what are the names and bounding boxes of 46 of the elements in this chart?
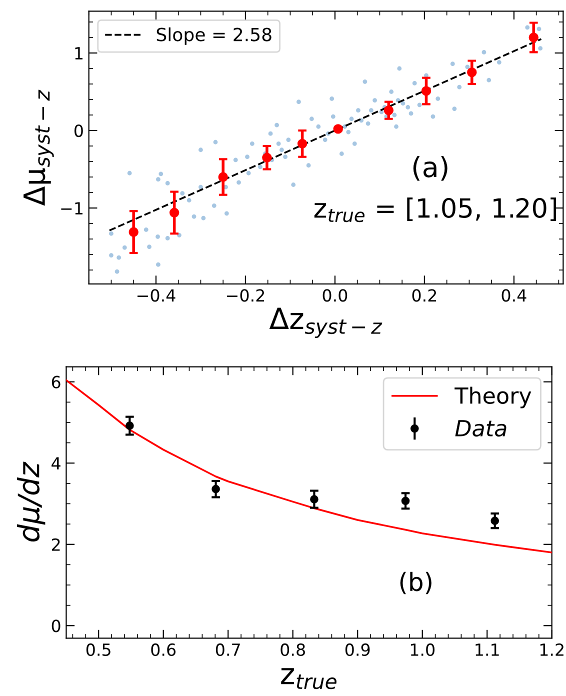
x-tick-label: 0.4	[502, 289, 526, 302]
point	[126, 422, 134, 430]
point	[297, 138, 308, 149]
legend-label: Slope = 2.58	[156, 27, 272, 45]
x-tick-label: 0.5	[86, 643, 110, 656]
point	[310, 495, 318, 504]
x-tick-label: −0.4	[138, 289, 176, 302]
point	[401, 496, 410, 506]
y-tick-label: 1	[75, 47, 82, 60]
x-tick-label: 0.8	[280, 643, 305, 656]
point	[528, 32, 538, 42]
y-tick-label: 6	[52, 376, 60, 388]
point	[490, 516, 500, 525]
x-tick-label: 0.2	[412, 289, 436, 302]
point	[212, 484, 220, 494]
point	[421, 86, 432, 96]
point	[384, 105, 394, 116]
y-tick-label: 0	[74, 124, 83, 138]
x-tick-label: 0.7	[216, 643, 240, 656]
point	[262, 152, 272, 162]
y-tick-label: 0	[52, 620, 60, 632]
x-tick-label: 0.9	[345, 643, 370, 656]
x-tick-label: 0.0	[322, 289, 348, 302]
x-tick-label: 1.1	[476, 644, 499, 656]
x-tick-label: 0.6	[151, 643, 176, 656]
x-tick-label: −0.2	[227, 289, 264, 302]
point	[467, 68, 477, 78]
y-tick-label: 4	[52, 457, 60, 470]
x-tick-label: 1.2	[540, 643, 564, 656]
legend-label: Data	[455, 420, 506, 437]
point	[333, 124, 343, 134]
y-axis-title: Δμ$_{syst−z}$	[24, 90, 54, 206]
point	[128, 227, 138, 237]
point	[169, 208, 180, 218]
x-axis-title: z$_{true}$	[281, 668, 336, 690]
annotation: (b)	[400, 572, 432, 594]
y-tick-label: −1	[61, 202, 82, 214]
annotation: z$_{true}$ = [1.05, 1.20]	[314, 198, 556, 222]
x-axis-title: Δz$_{syst−z}$	[269, 308, 382, 338]
legend-label: Theory	[454, 386, 532, 408]
y-axis-title: dμ/dz	[16, 462, 46, 542]
annotation: (a)	[413, 156, 448, 181]
y-tick-label: 2	[52, 538, 60, 551]
x-tick-label: 1.0	[410, 643, 434, 656]
line-series	[66, 379, 552, 554]
point	[218, 172, 228, 182]
